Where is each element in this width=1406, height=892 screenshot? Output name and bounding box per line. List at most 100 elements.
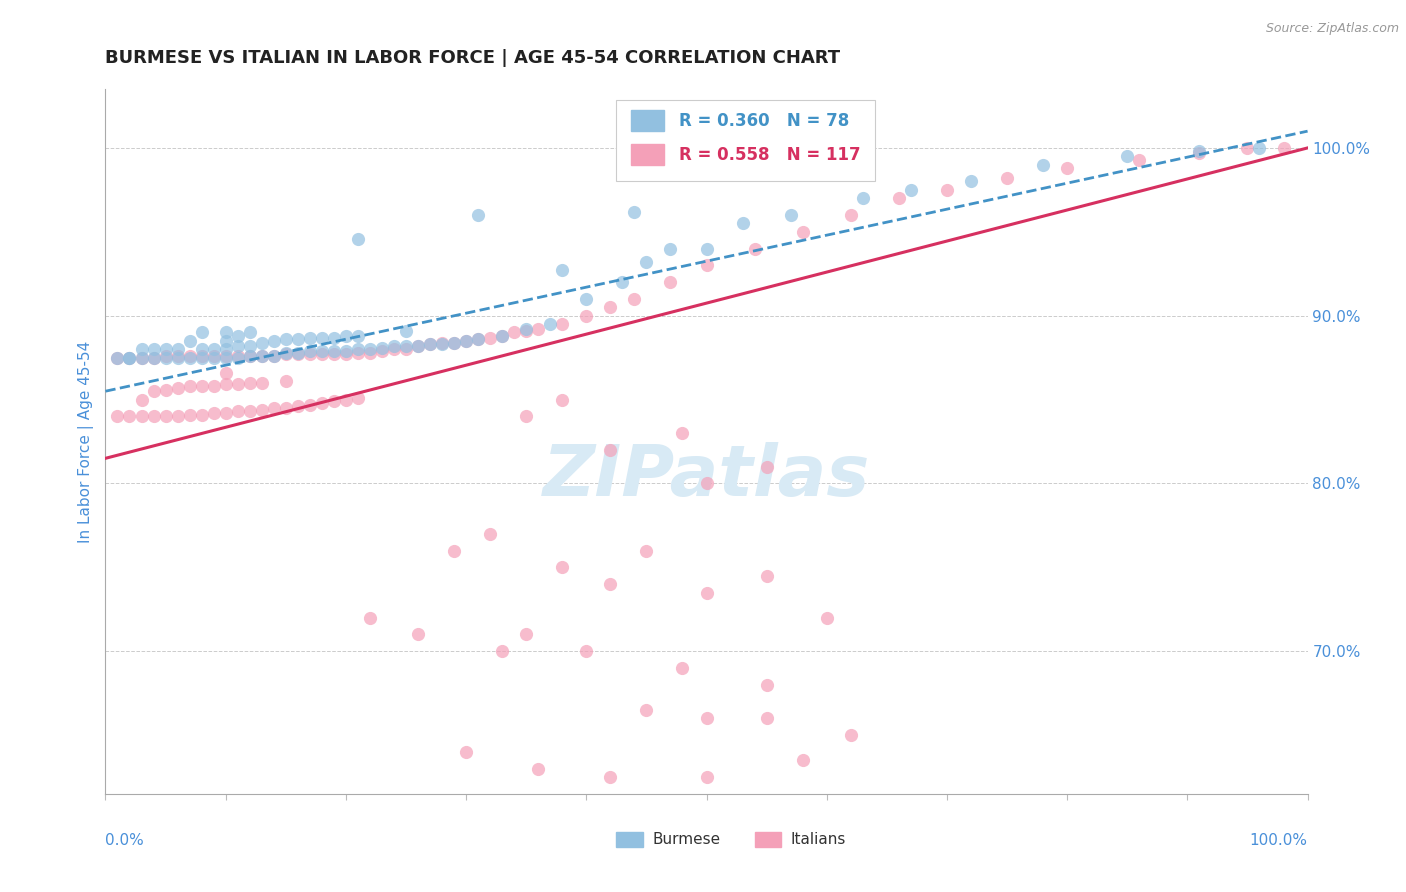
Point	[335, 343, 357, 358]
Point	[118, 351, 141, 365]
Point	[142, 409, 165, 424]
Point	[371, 341, 394, 355]
Point	[250, 376, 273, 390]
Point	[335, 347, 357, 361]
Point	[179, 349, 201, 363]
Point	[214, 351, 236, 365]
Point	[239, 326, 262, 340]
Text: R = 0.360   N = 78: R = 0.360 N = 78	[679, 112, 849, 130]
Point	[190, 408, 212, 422]
Point	[406, 339, 429, 353]
Point	[419, 337, 441, 351]
Point	[731, 216, 754, 230]
Point	[107, 351, 129, 365]
Point	[214, 366, 236, 380]
Point	[166, 409, 188, 424]
Point	[1272, 141, 1295, 155]
Point	[479, 526, 502, 541]
Point	[226, 339, 249, 353]
Point	[406, 339, 429, 353]
Point	[659, 242, 682, 256]
Point	[1188, 145, 1211, 160]
Point	[1032, 158, 1054, 172]
Point	[1056, 161, 1078, 175]
Point	[575, 292, 598, 306]
Point	[226, 351, 249, 365]
Point	[311, 347, 333, 361]
Point	[755, 711, 778, 725]
Point	[839, 208, 862, 222]
Point	[250, 335, 273, 350]
Point	[792, 225, 814, 239]
Point	[226, 404, 249, 418]
Point	[936, 183, 959, 197]
Point	[155, 383, 177, 397]
Point	[359, 343, 381, 357]
Point	[287, 345, 309, 359]
Point	[335, 328, 357, 343]
Point	[166, 381, 188, 395]
Point	[527, 322, 550, 336]
Point	[347, 231, 370, 245]
Point	[839, 728, 862, 742]
Point	[527, 762, 550, 776]
Point	[190, 379, 212, 393]
Point	[1249, 141, 1271, 155]
Point	[214, 343, 236, 357]
Point	[960, 174, 983, 188]
Point	[118, 351, 141, 365]
Point	[671, 426, 693, 441]
Text: 100.0%: 100.0%	[1250, 832, 1308, 847]
Point	[696, 585, 718, 599]
Point	[226, 328, 249, 343]
Bar	[631, 145, 665, 165]
Point	[430, 335, 453, 350]
Point	[779, 208, 801, 222]
Point	[298, 330, 321, 344]
Point	[179, 334, 201, 348]
Point	[671, 661, 693, 675]
Point	[430, 337, 453, 351]
Point	[239, 349, 262, 363]
Point	[322, 394, 344, 409]
Point	[347, 391, 370, 405]
Point	[443, 335, 465, 350]
Point	[322, 330, 344, 344]
Point	[551, 263, 574, 277]
Point	[347, 328, 370, 343]
Point	[551, 317, 574, 331]
Point	[287, 399, 309, 413]
Point	[322, 343, 344, 358]
Point	[575, 309, 598, 323]
Text: R = 0.558   N = 117: R = 0.558 N = 117	[679, 145, 860, 164]
Point	[179, 379, 201, 393]
Point	[852, 191, 875, 205]
Point	[551, 560, 574, 574]
Point	[274, 401, 297, 415]
Point	[696, 258, 718, 272]
Point	[454, 745, 477, 759]
Point	[274, 374, 297, 388]
Point	[491, 644, 513, 658]
Point	[274, 345, 297, 359]
Point	[131, 409, 153, 424]
Point	[179, 351, 201, 365]
Point	[239, 339, 262, 353]
Point	[322, 347, 344, 361]
Point	[515, 322, 537, 336]
Point	[792, 753, 814, 767]
Point	[190, 351, 212, 365]
Point	[395, 324, 418, 338]
Point	[995, 171, 1018, 186]
Point	[118, 409, 141, 424]
Point	[250, 402, 273, 417]
Point	[298, 347, 321, 361]
Point	[142, 343, 165, 357]
Point	[623, 204, 645, 219]
Point	[335, 392, 357, 407]
Point	[1188, 145, 1211, 159]
Point	[395, 343, 418, 357]
Point	[395, 339, 418, 353]
Point	[659, 275, 682, 289]
Point	[298, 343, 321, 358]
